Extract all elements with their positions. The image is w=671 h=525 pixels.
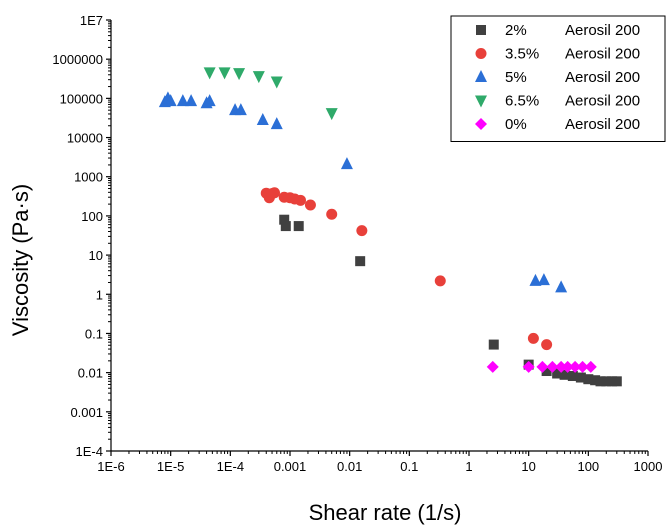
data-point bbox=[270, 117, 283, 130]
legend-marker bbox=[475, 70, 487, 82]
x-tick-label: 10 bbox=[521, 459, 535, 474]
data-point bbox=[584, 360, 597, 373]
data-point bbox=[164, 94, 177, 107]
data-point bbox=[203, 94, 216, 107]
data-point bbox=[270, 76, 283, 89]
data-point bbox=[575, 372, 586, 383]
y-tick-label: 1E7 bbox=[80, 13, 103, 28]
data-point bbox=[555, 360, 568, 373]
x-tick-label: 100 bbox=[577, 459, 599, 474]
legend-label-suffix: Aerosil 200 bbox=[565, 93, 640, 110]
legend-label-suffix: Aerosil 200 bbox=[565, 22, 640, 39]
y-tick-label: 100000 bbox=[60, 91, 103, 106]
legend-box bbox=[450, 15, 666, 142]
data-point bbox=[529, 273, 542, 286]
data-point bbox=[583, 374, 594, 385]
x-tick-label: 0.01 bbox=[337, 459, 362, 474]
data-point bbox=[176, 94, 189, 107]
legend-label: 3.5% bbox=[505, 46, 539, 63]
legend-marker bbox=[475, 95, 487, 108]
x-axis-title: Shear rate (1/s) bbox=[309, 500, 462, 525]
data-point bbox=[541, 339, 553, 351]
data-point bbox=[488, 339, 499, 350]
data-point bbox=[293, 221, 304, 232]
data-point bbox=[233, 68, 246, 81]
data-points bbox=[158, 67, 622, 387]
x-tick-label: 0.001 bbox=[274, 459, 307, 474]
data-point bbox=[234, 103, 247, 116]
data-point bbox=[595, 376, 606, 387]
data-point bbox=[252, 71, 265, 84]
data-point bbox=[280, 221, 291, 232]
series-triangle-up bbox=[158, 91, 568, 293]
legend-marker bbox=[476, 25, 486, 35]
x-tick-label: 0.1 bbox=[400, 459, 418, 474]
data-point bbox=[601, 376, 612, 387]
data-point bbox=[185, 94, 198, 107]
y-tick-label: 1000 bbox=[74, 170, 103, 185]
data-point bbox=[295, 194, 307, 206]
legend-label: 0% bbox=[505, 116, 527, 133]
data-point bbox=[611, 376, 622, 387]
legend-label: 2% bbox=[505, 22, 527, 39]
data-point bbox=[486, 360, 499, 373]
y-tick-label: 10000 bbox=[67, 131, 103, 146]
data-point bbox=[559, 369, 570, 380]
x-tick-label: 1E-4 bbox=[217, 459, 244, 474]
y-tick-label: 100 bbox=[81, 209, 103, 224]
data-point bbox=[555, 280, 568, 293]
data-point bbox=[203, 67, 216, 80]
data-point bbox=[340, 157, 353, 170]
data-point bbox=[304, 199, 316, 211]
y-tick-label: 1E-4 bbox=[76, 444, 103, 459]
data-point bbox=[279, 214, 290, 225]
data-point bbox=[434, 275, 446, 287]
data-point bbox=[590, 375, 601, 386]
data-point bbox=[576, 360, 589, 373]
data-point bbox=[355, 256, 366, 267]
series-square bbox=[279, 214, 622, 387]
x-axis-ticks: 1E-6 1E-5 1E-4 0.001 0.01 0.1 1 10 100 1000 bbox=[97, 451, 662, 474]
y-tick-label: 1 bbox=[96, 287, 103, 302]
data-point bbox=[552, 368, 563, 379]
legend-label-suffix: Aerosil 200 bbox=[565, 116, 640, 133]
y-tick-label: 1000000 bbox=[52, 52, 103, 67]
data-point bbox=[546, 360, 559, 373]
legend-label-suffix: Aerosil 200 bbox=[565, 69, 640, 86]
legend-label-suffix: Aerosil 200 bbox=[565, 46, 640, 63]
data-point bbox=[569, 360, 582, 373]
y-axis-ticks: 1E-4 0.001 0.01 0.1 1 10 100 1000 10000 100000 100… bbox=[52, 13, 111, 459]
series-triangle-down bbox=[203, 67, 338, 121]
x-tick-label: 1E-6 bbox=[97, 459, 124, 474]
data-point bbox=[537, 273, 550, 286]
legend-marker bbox=[475, 118, 487, 130]
data-point bbox=[541, 366, 552, 377]
y-tick-label: 10 bbox=[89, 248, 103, 263]
data-point bbox=[567, 371, 578, 382]
series-diamond bbox=[486, 360, 597, 373]
data-point bbox=[527, 332, 539, 344]
data-point bbox=[356, 225, 368, 237]
y-tick-label: 0.01 bbox=[78, 366, 103, 381]
data-point bbox=[326, 208, 338, 220]
legend-label: 6.5% bbox=[505, 93, 539, 110]
legend: 2% Aerosil 200 3.5% Aerosil 200 5% Aerosil 20… bbox=[450, 15, 666, 142]
y-axis-title: Viscosity (Pa·s) bbox=[8, 184, 33, 336]
legend-label: 5% bbox=[505, 69, 527, 86]
series-circle bbox=[260, 187, 553, 351]
y-tick-label: 0.001 bbox=[70, 405, 103, 420]
x-tick-label: 1E-5 bbox=[157, 459, 184, 474]
data-point bbox=[256, 113, 269, 126]
data-point bbox=[522, 360, 535, 373]
legend-marker bbox=[475, 48, 487, 59]
data-point bbox=[269, 187, 281, 199]
y-tick-label: 0.1 bbox=[85, 326, 103, 341]
x-tick-label: 1000 bbox=[634, 459, 663, 474]
data-point bbox=[536, 360, 549, 373]
x-tick-label: 1 bbox=[465, 459, 472, 474]
data-point bbox=[325, 108, 338, 121]
data-point bbox=[561, 360, 574, 373]
data-point bbox=[218, 67, 231, 80]
